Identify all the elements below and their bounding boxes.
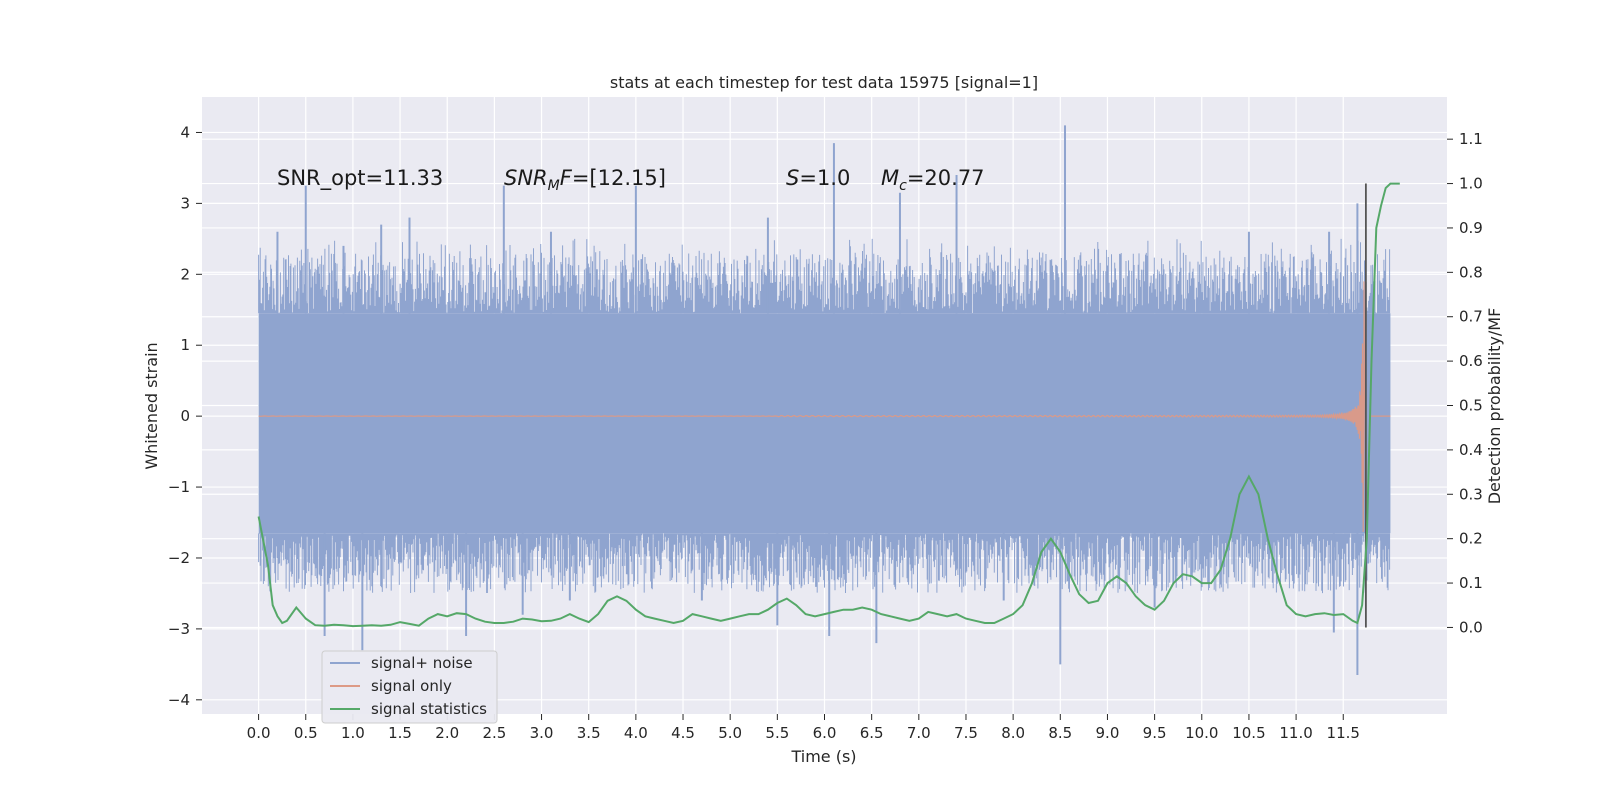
y-right-tick-label: 0.1 — [1459, 574, 1483, 592]
legend-label-signal-statistics: signal statistics — [371, 700, 487, 718]
x-tick-label: 9.5 — [1143, 724, 1167, 742]
legend-label-signal-noise: signal+ noise — [371, 654, 473, 672]
annotation-mc: Mc=20.77 — [881, 166, 985, 194]
axis-ticks: 0.0 0.5 1.0 1.5 2.0 2.5 3.0 3.5 4.0 4.5 5.0 5.5 6.0 6… — [168, 123, 1483, 742]
annotation-s: S=1.0 — [786, 166, 850, 190]
x-tick-label: 7.5 — [954, 724, 978, 742]
mc-value: =20.77 — [907, 166, 985, 190]
x-tick-label: 4.0 — [624, 724, 648, 742]
x-tick-label: 5.5 — [765, 724, 789, 742]
y-right-tick-label: 0.0 — [1459, 618, 1483, 636]
signal-statistics-series — [257, 182, 1400, 628]
y-left-tick-label: −2 — [168, 549, 190, 567]
x-tick-label: 7.0 — [907, 724, 931, 742]
y-right-tick-label: 0.9 — [1459, 219, 1483, 237]
signal-noise-series — [258, 125, 1391, 675]
x-tick-label: 5.0 — [718, 724, 742, 742]
x-tick-label: 11.0 — [1279, 724, 1312, 742]
y-left-tick-label: 0 — [180, 407, 190, 425]
snr-mf-subscript: M — [548, 178, 560, 194]
y-axis-right-label: Detection probability/MF — [1485, 308, 1504, 505]
s-symbol: S — [786, 166, 799, 190]
signal-only-line — [258, 281, 1391, 559]
s-value: =1.0 — [799, 166, 850, 190]
x-tick-label: 0.5 — [294, 724, 318, 742]
y-left-tick-label: 4 — [180, 123, 190, 141]
snr-mf-suffix: F — [560, 166, 573, 190]
y-axis-left-label: Whitened strain — [142, 342, 161, 469]
legend-label-signal-only: signal only — [371, 677, 452, 695]
x-tick-label: 2.5 — [482, 724, 506, 742]
x-tick-label: 0.0 — [247, 724, 271, 742]
signal-statistics-line — [257, 182, 1400, 628]
x-tick-label: 1.0 — [341, 724, 365, 742]
x-tick-label: 3.5 — [577, 724, 601, 742]
y-left-tick-label: 2 — [180, 265, 190, 283]
y-left-tick-label: 1 — [180, 336, 190, 354]
y-right-tick-label: 1.1 — [1459, 130, 1483, 148]
x-axis-label: Time (s) — [790, 747, 856, 766]
x-tick-label: 8.0 — [1001, 724, 1025, 742]
mc-subscript: c — [899, 178, 907, 194]
y-left-tick-label: 3 — [180, 194, 190, 212]
annotation-snr-opt: SNR_opt=11.33 — [277, 166, 443, 191]
y-right-tick-label: 0.4 — [1459, 441, 1483, 459]
snr-mf-value: =[12.15] — [572, 166, 666, 190]
noise-dense-band — [258, 313, 1391, 534]
y-right-tick-label: 0.8 — [1459, 263, 1483, 281]
noise-lower-spikes — [258, 533, 1391, 594]
legend-box — [321, 650, 498, 724]
x-tick-label: 8.5 — [1048, 724, 1072, 742]
x-tick-label: 10.5 — [1232, 724, 1265, 742]
x-tick-label: 1.5 — [388, 724, 412, 742]
x-tick-label: 3.0 — [530, 724, 554, 742]
x-tick-label: 4.5 — [671, 724, 695, 742]
y-left-tick-label: −1 — [168, 478, 190, 496]
y-right-tick-label: 0.5 — [1459, 397, 1483, 415]
x-tick-label: 9.0 — [1096, 724, 1120, 742]
x-tick-label: 6.5 — [860, 724, 884, 742]
annotation-snr-mf: SNRMF=[12.15] — [504, 166, 666, 194]
x-tick-label: 10.0 — [1185, 724, 1218, 742]
y-right-tick-label: 0.2 — [1459, 530, 1483, 548]
y-left-tick-label: −4 — [168, 691, 190, 709]
y-right-tick-label: 0.7 — [1459, 308, 1483, 326]
mc-symbol: M — [881, 166, 899, 190]
y-left-tick-label: −3 — [168, 620, 190, 638]
x-tick-label: 6.0 — [813, 724, 837, 742]
y-right-tick-label: 0.3 — [1459, 485, 1483, 503]
y-right-tick-label: 0.6 — [1459, 352, 1483, 370]
y-right-tick-label: 1.0 — [1459, 175, 1483, 193]
snr-mf-symbol: SNR — [504, 166, 548, 190]
chart-title: stats at each timestep for test data 159… — [610, 73, 1038, 92]
legend: signal+ noise signal only signal statist… — [321, 650, 498, 724]
x-tick-label: 2.0 — [435, 724, 459, 742]
x-tick-label: 11.5 — [1327, 724, 1360, 742]
